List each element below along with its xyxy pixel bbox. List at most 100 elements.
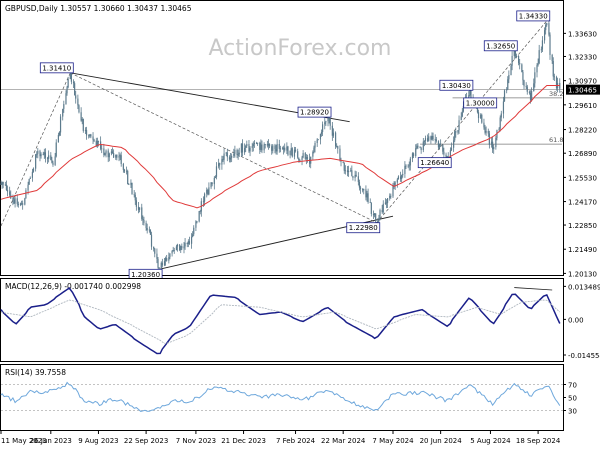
- price-tick-label: 1.33630: [568, 30, 597, 38]
- candle-body: [337, 146, 339, 149]
- candle-body: [534, 72, 536, 84]
- candle-body: [384, 202, 387, 204]
- rsi-tick-label: 50: [568, 395, 577, 403]
- candle-body: [518, 56, 520, 64]
- candle-body: [283, 147, 285, 150]
- candle-body: [354, 174, 356, 178]
- candle-body: [51, 159, 53, 163]
- candle-body: [358, 182, 361, 188]
- candle-body: [246, 144, 248, 146]
- candle-body: [416, 145, 418, 149]
- rsi-tick-label: 30: [568, 408, 577, 416]
- candle-body: [428, 136, 430, 141]
- candle-body: [379, 210, 381, 218]
- candle-body: [453, 140, 455, 148]
- candle-body: [409, 158, 411, 166]
- candle-body: [181, 246, 183, 249]
- candle-body: [305, 157, 307, 159]
- candle-body: [240, 143, 242, 153]
- candle-body: [139, 207, 141, 210]
- price-label-box: [39, 62, 74, 74]
- candle-body: [507, 79, 509, 90]
- candle-body: [135, 200, 137, 207]
- candle-body: [46, 157, 49, 159]
- candle-body: [234, 149, 236, 154]
- candle-body: [508, 74, 510, 80]
- candle-body: [198, 211, 200, 222]
- candle-body: [32, 168, 35, 172]
- macd-tick-label: -0.014554: [568, 352, 600, 360]
- candle-body: [115, 154, 117, 158]
- price-label-box: [439, 79, 474, 91]
- candle-body: [236, 149, 238, 155]
- candle-body: [249, 147, 251, 152]
- candle-body: [203, 193, 206, 202]
- price-tick-label: 1.28220: [568, 127, 597, 135]
- candle-body: [378, 217, 380, 221]
- candle-body: [335, 132, 337, 147]
- candle-body: [268, 143, 271, 147]
- candle-body: [103, 148, 105, 155]
- price-label-box: [346, 222, 381, 234]
- candle-body: [537, 63, 539, 66]
- candle-body: [420, 147, 422, 151]
- candle-body: [134, 194, 136, 201]
- candle-body: [28, 178, 30, 185]
- candle-body: [546, 23, 548, 26]
- candle-body: [462, 106, 464, 112]
- watermark: ActionForex.com: [209, 36, 392, 61]
- candle-body: [457, 130, 459, 133]
- candle-body: [184, 242, 186, 247]
- candle-body: [50, 155, 52, 160]
- candle-body: [499, 117, 501, 129]
- candle-body: [445, 154, 447, 159]
- candle-body: [72, 81, 75, 84]
- price-header: GBPUSD,Daily 1.30557 1.30660 1.30437 1.3…: [5, 4, 192, 13]
- candle-body: [314, 142, 316, 148]
- candle-body: [359, 187, 362, 189]
- candle-body: [226, 152, 228, 158]
- candle-body: [538, 50, 540, 64]
- candle-body: [24, 198, 26, 205]
- candle-body: [344, 170, 346, 172]
- candle-body: [393, 185, 395, 186]
- moving-average-line: [0, 85, 560, 209]
- candle-body: [190, 236, 193, 244]
- candle-body: [460, 116, 462, 121]
- candle-body: [549, 34, 551, 55]
- candle-body: [31, 171, 34, 178]
- candle-body: [208, 187, 210, 195]
- candle-body: [320, 132, 323, 134]
- candle-body: [237, 154, 239, 156]
- candle-body: [495, 137, 497, 148]
- candle-body: [332, 132, 335, 136]
- candle-body: [381, 210, 383, 213]
- price-tick-label: 1.32330: [568, 53, 597, 61]
- candle-body: [141, 207, 143, 219]
- candle-body: [521, 64, 523, 73]
- candle-body: [363, 189, 365, 191]
- x-tick-label: 7 May 2024: [372, 437, 414, 445]
- candle-body: [272, 145, 274, 151]
- candle-body: [442, 144, 444, 152]
- candle-body: [133, 194, 135, 196]
- candle-body: [42, 154, 44, 156]
- candle-body: [48, 155, 50, 159]
- candle-body: [29, 177, 31, 179]
- candle-body: [289, 150, 291, 155]
- candle-body: [126, 170, 128, 172]
- candle-body: [122, 163, 124, 170]
- candle-body: [66, 87, 68, 94]
- candle-body: [89, 134, 91, 137]
- candle-body: [179, 244, 181, 251]
- candle-body: [430, 136, 432, 140]
- candle-body: [14, 198, 16, 204]
- candle-body: [2, 181, 4, 185]
- candle-body: [290, 148, 292, 151]
- macd-tick-label: 0.00: [568, 316, 584, 324]
- candle-body: [215, 166, 218, 177]
- candle-body: [222, 159, 224, 160]
- x-tick-label: 20 Jun 2024: [420, 437, 463, 445]
- candle-body: [432, 135, 434, 140]
- candle-body: [202, 201, 205, 203]
